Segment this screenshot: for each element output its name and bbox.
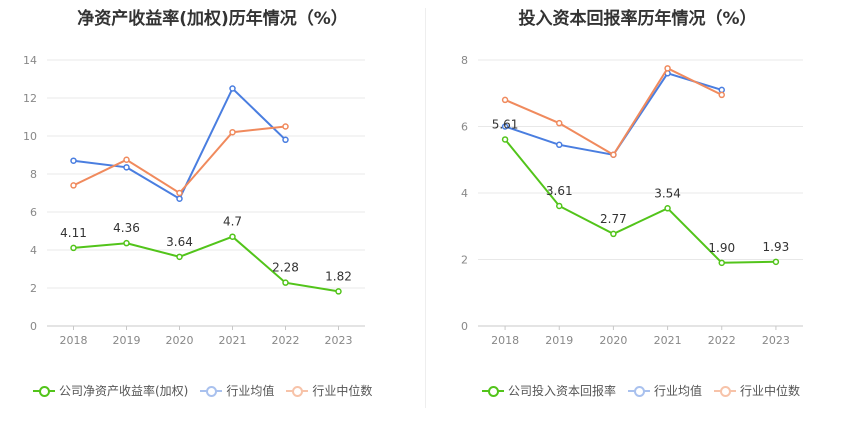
data-label: 2.28 bbox=[272, 261, 299, 275]
chart-legend: 公司投入资本回报率 行业均值 行业中位数 bbox=[482, 382, 812, 399]
data-point bbox=[501, 123, 509, 130]
series-line bbox=[73, 86, 287, 201]
legend-item-company[interactable]: 公司净资产收益率(加权) bbox=[33, 382, 188, 399]
data-point bbox=[718, 259, 725, 267]
series-line bbox=[504, 138, 776, 264]
x-tick-label: 2022 bbox=[272, 334, 300, 347]
legend-item-industry-mean[interactable]: 行业均值 bbox=[628, 382, 702, 399]
y-tick-label: 0 bbox=[30, 320, 37, 333]
y-tick-label: 4 bbox=[461, 187, 468, 200]
roe-line-chart: 0 2 4 6 8 10 12 14 2018 2019 2020 2021 2022 2023 4.11 4… bbox=[23, 54, 365, 347]
data-point bbox=[282, 279, 289, 286]
y-tick-label: 6 bbox=[30, 206, 37, 219]
legend-item-industry-median[interactable]: 行业中位数 bbox=[714, 382, 800, 399]
y-tick-label: 8 bbox=[30, 168, 37, 181]
y-tick-label: 12 bbox=[23, 92, 37, 105]
x-tick-label: 2022 bbox=[708, 334, 736, 347]
legend-label: 行业均值 bbox=[226, 384, 275, 398]
series-line bbox=[73, 235, 339, 293]
data-point bbox=[123, 164, 130, 171]
data-label: 1.93 bbox=[763, 240, 790, 254]
y-tick-label: 14 bbox=[23, 54, 37, 67]
roic-chart-panel: 投入资本回报率历年情况（%） 0 2 4 6 8 2018 2019 2020 2021 2022… bbox=[425, 0, 850, 437]
y-tick-label: 2 bbox=[461, 254, 468, 267]
x-tick-label: 2018 bbox=[60, 334, 88, 347]
x-tick-label: 2023 bbox=[325, 334, 353, 347]
x-tick-label: 2019 bbox=[113, 334, 141, 347]
legend-swatch bbox=[33, 385, 55, 397]
y-tick-label: 0 bbox=[461, 320, 468, 333]
x-tick-label: 2023 bbox=[762, 334, 790, 347]
y-tick-label: 10 bbox=[23, 130, 37, 143]
chart-legend: 公司净资产收益率(加权) 行业均值 行业中位数 bbox=[33, 382, 384, 399]
data-point bbox=[556, 119, 563, 127]
data-point bbox=[123, 239, 130, 247]
data-point bbox=[176, 189, 183, 197]
data-point bbox=[556, 141, 563, 149]
data-point bbox=[176, 195, 183, 202]
data-label: 1.90 bbox=[708, 241, 735, 255]
data-point bbox=[282, 123, 289, 130]
legend-swatch bbox=[628, 385, 651, 397]
legend-label: 行业中位数 bbox=[312, 384, 373, 398]
y-tick-label: 2 bbox=[30, 282, 37, 295]
legend-label: 行业中位数 bbox=[740, 384, 801, 398]
data-label: 4.7 bbox=[223, 215, 242, 229]
y-tick-label: 4 bbox=[30, 244, 37, 257]
data-label: 4.11 bbox=[60, 226, 87, 240]
data-point bbox=[70, 157, 77, 164]
x-tick-label: 2018 bbox=[491, 334, 519, 347]
x-tick-label: 2020 bbox=[166, 334, 194, 347]
data-point bbox=[664, 65, 671, 72]
y-tick-label: 6 bbox=[461, 121, 468, 134]
roic-line-chart: 0 2 4 6 8 2018 2019 2020 2021 2022 2023 5.61 3.61 2.7… bbox=[461, 54, 803, 347]
legend-label: 行业均值 bbox=[654, 384, 703, 398]
data-label: 4.36 bbox=[113, 221, 140, 235]
data-point bbox=[664, 205, 671, 212]
data-label: 5.61 bbox=[492, 117, 519, 131]
data-point bbox=[176, 253, 183, 261]
data-point bbox=[229, 233, 236, 240]
data-point bbox=[501, 96, 509, 104]
data-point bbox=[282, 136, 289, 144]
data-label: 2.77 bbox=[600, 212, 627, 226]
data-point bbox=[501, 136, 509, 143]
legend-label: 公司净资产收益率(加权) bbox=[59, 384, 189, 398]
data-point bbox=[123, 156, 130, 163]
data-point bbox=[70, 244, 77, 252]
chart-title: 净资产收益率(加权)历年情况（%） bbox=[77, 9, 348, 29]
legend-swatch bbox=[482, 385, 504, 397]
data-label: 1.82 bbox=[325, 269, 352, 283]
legend-item-company[interactable]: 公司投入资本回报率 bbox=[482, 382, 616, 399]
data-point bbox=[718, 91, 725, 99]
data-point bbox=[610, 151, 617, 159]
data-point bbox=[335, 288, 342, 295]
legend-swatch bbox=[714, 385, 737, 397]
data-point bbox=[610, 230, 617, 238]
legend-label: 公司投入资本回报率 bbox=[508, 384, 617, 398]
chart-title: 投入资本回报率历年情况（%） bbox=[518, 9, 757, 29]
data-point bbox=[70, 182, 77, 189]
x-tick-label: 2021 bbox=[219, 334, 247, 347]
data-label: 3.61 bbox=[546, 184, 573, 198]
data-label: 3.54 bbox=[654, 186, 681, 200]
series-line bbox=[504, 67, 723, 157]
data-point bbox=[229, 128, 236, 136]
data-point bbox=[556, 202, 563, 210]
data-point bbox=[772, 258, 780, 266]
y-tick-label: 8 bbox=[461, 54, 468, 67]
legend-swatch bbox=[286, 385, 309, 397]
legend-item-industry-median[interactable]: 行业中位数 bbox=[286, 382, 372, 399]
legend-swatch bbox=[200, 385, 223, 397]
data-label: 3.64 bbox=[166, 235, 193, 249]
panel-divider bbox=[425, 8, 426, 408]
x-tick-label: 2019 bbox=[545, 334, 573, 347]
legend-item-industry-mean[interactable]: 行业均值 bbox=[200, 382, 274, 399]
data-point bbox=[229, 85, 236, 92]
x-tick-label: 2020 bbox=[599, 334, 627, 347]
roe-chart-panel: 净资产收益率(加权)历年情况（%） 0 2 4 6 8 10 12 14 2018 2019 202… bbox=[23, 9, 384, 399]
x-tick-label: 2021 bbox=[654, 334, 682, 347]
